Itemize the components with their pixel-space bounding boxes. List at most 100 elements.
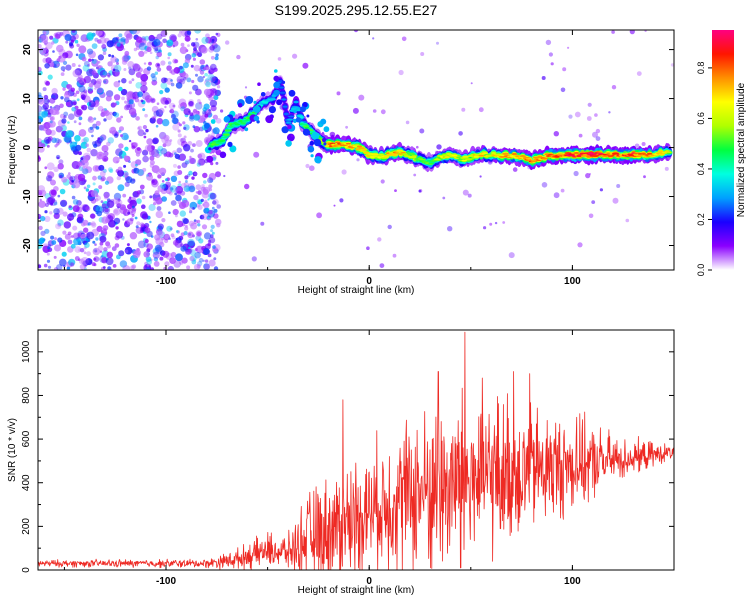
noise-blob [379, 263, 385, 268]
noise-blob [177, 133, 182, 138]
noise-blob [401, 36, 407, 42]
noise-blob [46, 259, 51, 263]
ridge-blob [554, 155, 560, 158]
noise-blob [70, 243, 76, 249]
spectrogram-y-tick-label: -10 [22, 189, 33, 204]
noise-blob [168, 191, 173, 196]
noise-blob [95, 30, 103, 37]
noise-blob [189, 255, 195, 262]
noise-blob [204, 264, 211, 270]
noise-blob [611, 85, 617, 90]
noise-blob [251, 256, 257, 262]
noise-blob [146, 259, 153, 265]
noise-blob [143, 214, 148, 220]
ridge-blob [473, 155, 480, 158]
noise-blob [156, 102, 160, 105]
noise-blob [124, 181, 130, 187]
noise-blob [59, 258, 67, 267]
ridge-spur [223, 116, 231, 123]
noise-blob [62, 230, 67, 235]
noise-blob [204, 113, 209, 118]
noise-blob [211, 231, 215, 235]
noise-blob [72, 69, 81, 78]
noise-blob [112, 111, 117, 117]
noise-blob [99, 235, 107, 243]
noise-blob [194, 172, 198, 176]
noise-blob [102, 78, 109, 85]
noise-blob [47, 74, 53, 80]
ridge-spur [322, 137, 327, 143]
noise-blob [73, 109, 82, 118]
noise-blob [49, 211, 53, 215]
noise-blob [57, 222, 62, 227]
noise-blob [135, 82, 142, 89]
noise-blob [119, 204, 126, 211]
noise-blob [163, 134, 170, 141]
noise-blob [96, 65, 102, 70]
ridge-blob [419, 159, 427, 161]
noise-blob [105, 113, 113, 121]
noise-blob [93, 205, 100, 212]
ridge-blob [666, 151, 672, 154]
ridge-blob [208, 145, 214, 148]
colorbar-tick-label: 0.8 [696, 62, 706, 75]
noise-blob [129, 232, 138, 240]
noise-blob [210, 63, 217, 71]
noise-blob [197, 52, 202, 57]
noise-blob [178, 123, 182, 127]
noise-blob [179, 46, 188, 54]
ridge-spur [253, 115, 260, 122]
noise-blob [568, 114, 573, 119]
noise-blob [420, 52, 425, 56]
noise-blob [150, 73, 156, 79]
noise-blob [189, 249, 196, 256]
ridge-blob [302, 125, 309, 127]
noise-blob [189, 210, 193, 214]
noise-blob [181, 182, 187, 189]
noise-blob [97, 105, 104, 112]
noise-blob [50, 189, 57, 196]
noise-blob [122, 218, 125, 221]
ridge-spur [244, 127, 249, 132]
ridge-spur [274, 69, 278, 73]
noise-blob [204, 65, 210, 71]
noise-blob [160, 148, 168, 155]
noise-blob [70, 235, 74, 238]
noise-blob [62, 211, 68, 217]
noise-blob [91, 58, 94, 62]
noise-blob [128, 107, 137, 116]
noise-blob [161, 77, 167, 84]
noise-blob [167, 52, 172, 57]
noise-blob [144, 95, 152, 103]
noise-blob [100, 134, 107, 141]
noise-blob [123, 134, 129, 141]
noise-blob [177, 165, 181, 169]
noise-blob [109, 168, 114, 173]
noise-blob [75, 53, 79, 57]
ridge-spur [269, 114, 274, 119]
noise-blob [187, 231, 194, 239]
noise-blob [129, 30, 138, 35]
noise-blob [123, 171, 129, 177]
noise-blob [102, 51, 107, 55]
noise-blob [96, 225, 103, 232]
noise-blob [309, 165, 315, 171]
noise-blob [127, 204, 133, 210]
ridge-blob [392, 153, 398, 156]
noise-blob [137, 240, 146, 249]
noise-blob [670, 63, 674, 67]
noise-blob [202, 110, 207, 115]
noise-blob [117, 169, 125, 177]
noise-blob [178, 98, 187, 107]
noise-blob [416, 145, 419, 149]
noise-blob [71, 106, 76, 112]
noise-blob [161, 218, 166, 223]
noise-blob [40, 35, 49, 43]
noise-blob [99, 241, 104, 246]
noise-blob [215, 32, 219, 36]
noise-blob [187, 249, 192, 254]
noise-blob [151, 165, 160, 174]
noise-blob [56, 44, 64, 53]
ridge-blob [293, 107, 301, 109]
noise-blob [166, 65, 172, 71]
